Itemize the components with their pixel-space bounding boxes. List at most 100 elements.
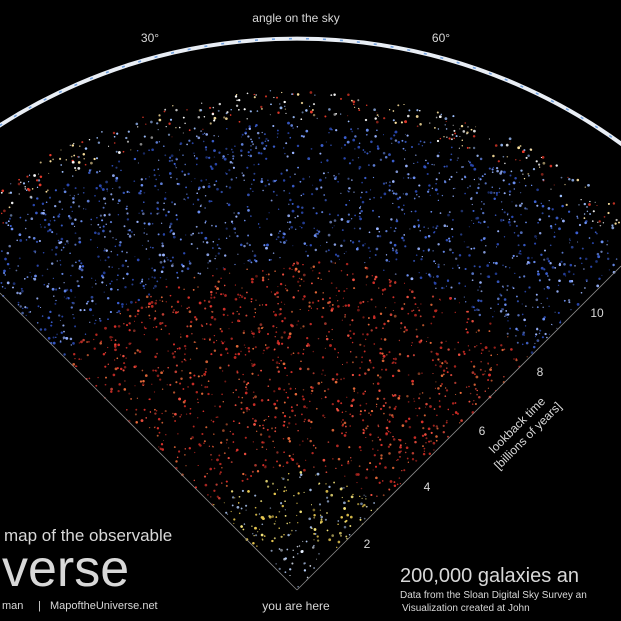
galaxy-dot (406, 354, 410, 358)
galaxy-dot (299, 308, 301, 311)
galaxy-dot (352, 273, 354, 275)
galaxy-dot (398, 353, 402, 356)
galaxy-dot (419, 276, 423, 280)
galaxy-dot (517, 314, 520, 317)
galaxy-dot (111, 336, 114, 338)
galaxy-dot (506, 155, 509, 158)
galaxy-dot (171, 352, 175, 355)
galaxy-dot (463, 352, 466, 355)
galaxy-dot (358, 374, 361, 377)
galaxy-dot (429, 122, 431, 124)
galaxy-dot (155, 325, 158, 328)
galaxy-dot (126, 212, 129, 215)
galaxy-dot (488, 262, 490, 264)
galaxy-dot (252, 143, 255, 146)
galaxy-dot (320, 515, 323, 519)
galaxy-dot (389, 241, 393, 244)
galaxy-dot (36, 297, 39, 300)
galaxy-dot (317, 382, 321, 385)
galaxy-dot (612, 270, 616, 274)
galaxy-dot (229, 161, 233, 164)
galaxy-dot (94, 194, 96, 197)
galaxy-dot (168, 172, 172, 175)
galaxy-dot (221, 482, 223, 484)
galaxy-dot (456, 264, 459, 267)
galaxy-dot (292, 245, 294, 247)
galaxy-dot (271, 427, 273, 430)
galaxy-dot (296, 404, 298, 406)
galaxy-dot (375, 403, 378, 406)
galaxy-dot (293, 495, 295, 497)
galaxy-dot (503, 236, 506, 238)
galaxy-dot (271, 482, 275, 485)
galaxy-dot (10, 201, 14, 205)
galaxy-dot (99, 319, 102, 322)
galaxy-dot (367, 301, 369, 303)
galaxy-dot (189, 412, 192, 415)
galaxy-dot (535, 293, 538, 296)
galaxy-dot (188, 306, 190, 309)
galaxy-dot (24, 219, 27, 222)
galaxy-dot (208, 183, 210, 185)
galaxy-dot (157, 417, 161, 421)
galaxy-dot (256, 470, 260, 473)
galaxy-dot (443, 165, 446, 168)
galaxy-dot (285, 489, 288, 492)
galaxy-dot (360, 209, 363, 213)
galaxy-dot (98, 184, 102, 188)
galaxy-dot (496, 280, 500, 284)
galaxy-dot (350, 240, 352, 242)
galaxy-dot (414, 303, 417, 306)
galaxy-dot (324, 322, 327, 325)
galaxy-dot (521, 303, 523, 305)
galaxy-dot (159, 260, 163, 264)
galaxy-dot (148, 258, 150, 260)
galaxy-dot (369, 462, 372, 465)
galaxy-dot (346, 538, 348, 540)
galaxy-dot (276, 451, 279, 454)
galaxy-dot (489, 368, 492, 371)
galaxy-dot (311, 546, 315, 549)
galaxy-dot (445, 238, 449, 242)
galaxy-dot (161, 388, 164, 390)
galaxy-dot (52, 336, 55, 339)
galaxy-dot (568, 279, 572, 283)
galaxy-dot (447, 435, 449, 438)
galaxy-dot (349, 219, 351, 222)
galaxy-dot (206, 472, 208, 475)
galaxy-dot (497, 230, 500, 233)
galaxy-dot (458, 302, 460, 304)
galaxy-dot (213, 349, 217, 352)
galaxy-dot (447, 213, 450, 217)
galaxy-dot (292, 549, 294, 552)
galaxy-dot (246, 117, 248, 120)
galaxy-dot (37, 179, 41, 182)
galaxy-dot (207, 262, 209, 264)
galaxy-dot (47, 316, 51, 320)
galaxy-dot (137, 309, 140, 313)
galaxy-dot (213, 433, 215, 435)
galaxy-dot (214, 162, 218, 166)
galaxy-dot (568, 177, 571, 181)
galaxy-dot (48, 196, 52, 199)
galaxy-dot (162, 370, 165, 372)
galaxy-dot (382, 134, 385, 136)
galaxy-dot (247, 193, 250, 197)
galaxy-dot (163, 202, 165, 204)
galaxy-dot (346, 274, 349, 276)
galaxy-dot (232, 433, 235, 436)
galaxy-dot (432, 424, 435, 427)
galaxy-dot (345, 425, 347, 428)
galaxy-dot (197, 375, 200, 378)
galaxy-dot (65, 298, 67, 300)
galaxy-dot (289, 568, 292, 571)
galaxy-dot (360, 487, 363, 490)
galaxy-dot (117, 289, 119, 291)
galaxy-dot (415, 115, 419, 118)
galaxy-dot (252, 403, 256, 406)
galaxy-dot (300, 327, 302, 329)
galaxy-dot (228, 328, 230, 330)
galaxy-dot (181, 269, 184, 273)
galaxy-dot (429, 194, 431, 197)
galaxy-dot (468, 385, 470, 388)
